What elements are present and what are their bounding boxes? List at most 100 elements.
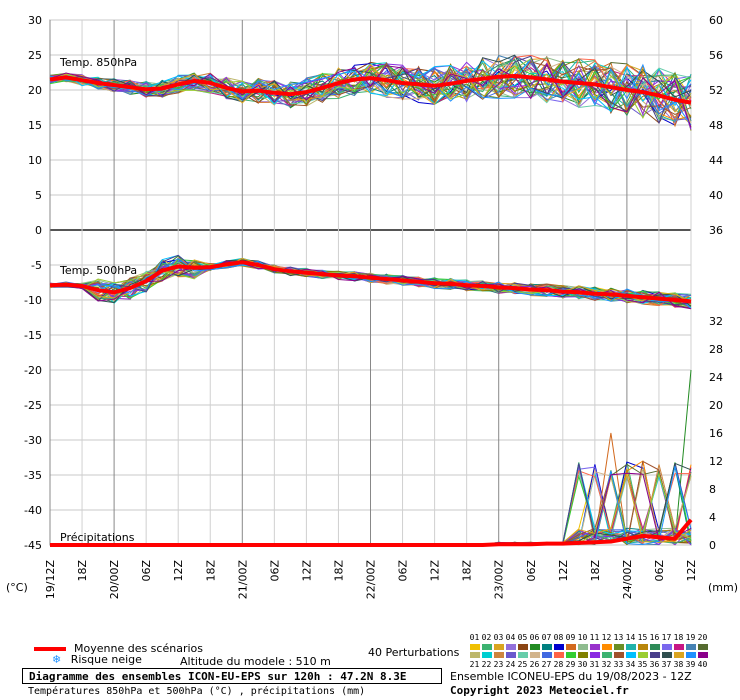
- perturbation-number: 36: [649, 660, 660, 669]
- right-tick-label: 0: [709, 539, 716, 552]
- left-tick-label: 15: [28, 119, 42, 132]
- left-tick-label: -25: [24, 399, 42, 412]
- x-tick-label: 19/12Z: [44, 560, 57, 600]
- x-tick-label: 22/00Z: [365, 560, 378, 600]
- perturbation-swatch: [614, 644, 624, 650]
- right-tick-label: 4: [709, 511, 716, 524]
- x-tick-label: 18Z: [589, 560, 602, 582]
- perturbation-swatch: [626, 644, 636, 650]
- x-tick-label: 18Z: [76, 560, 89, 582]
- right-tick-label: 48: [709, 119, 723, 132]
- t850-mean-line: [49, 74, 692, 105]
- right-tick-label: 32: [709, 315, 723, 328]
- perturbation-swatch: [698, 652, 708, 658]
- left-tick-label: -5: [31, 259, 42, 272]
- left-tick-label: 5: [35, 189, 42, 202]
- left-tick-label: 30: [28, 14, 42, 27]
- right-tick-label: 20: [709, 399, 723, 412]
- perturbation-swatch: [686, 652, 696, 658]
- mean-swatch: [34, 647, 66, 651]
- perturbation-swatch: [542, 652, 552, 658]
- left-tick-label: -35: [24, 469, 42, 482]
- right-unit-label: (mm): [708, 581, 738, 594]
- perturbation-number: 01: [469, 633, 480, 642]
- run-label: Ensemble ICONEU-EPS du 19/08/2023 - 12Z: [450, 670, 692, 683]
- perturbation-swatch: [590, 652, 600, 658]
- x-tick-label: 12Z: [557, 560, 570, 582]
- perturbation-number: 39: [685, 660, 696, 669]
- perturbation-swatch: [578, 644, 588, 650]
- left-tick-label: -10: [24, 294, 42, 307]
- perturbation-swatch: [638, 644, 648, 650]
- x-tick-label: 24/00Z: [621, 560, 634, 600]
- perturbation-swatch: [530, 652, 540, 658]
- perturbation-swatch: [590, 644, 600, 650]
- right-tick-label: 44: [709, 154, 723, 167]
- perturbation-swatch: [674, 644, 684, 650]
- perturbation-swatch: [602, 644, 612, 650]
- perturbation-swatch: [494, 644, 504, 650]
- perturbation-swatch: [518, 644, 528, 650]
- perturbation-swatch: [542, 644, 552, 650]
- perturbation-swatch: [554, 644, 564, 650]
- t850-perturbation-line: [49, 57, 692, 113]
- perturbation-swatch: [482, 644, 492, 650]
- perturbation-number: 25: [517, 660, 528, 669]
- perturbation-swatch: [470, 644, 480, 650]
- perturbation-swatch: [518, 652, 528, 658]
- t850-perturbation-line: [49, 54, 692, 103]
- right-tick-label: 52: [709, 84, 723, 97]
- perturbation-number: 31: [589, 660, 600, 669]
- perturbation-number: 11: [589, 633, 600, 642]
- left-tick-label: -30: [24, 434, 42, 447]
- legend-snow-label: Risque neige: [70, 653, 142, 666]
- perturbation-number: 32: [601, 660, 612, 669]
- right-tick-label: 36: [709, 224, 723, 237]
- perturbation-swatch: [674, 652, 684, 658]
- t500-mean-line: [49, 260, 692, 304]
- copyright-label: Copyright 2023 Meteociel.fr: [450, 684, 629, 697]
- x-tick-label: 06Z: [397, 560, 410, 582]
- right-tick-label: 12: [709, 455, 723, 468]
- left-tick-label: 20: [28, 84, 42, 97]
- perturbation-swatch: [614, 652, 624, 658]
- t500-perturbation-line: [49, 260, 692, 310]
- perturbation-number: 13: [613, 633, 624, 642]
- perturbation-number: 38: [673, 660, 684, 669]
- perturbation-swatch: [482, 652, 492, 658]
- perturbation-swatch: [530, 644, 540, 650]
- perturbation-number: 18: [673, 633, 684, 642]
- right-tick-label: 40: [709, 189, 723, 202]
- right-tick-label: 8: [709, 483, 716, 496]
- perturbation-swatch: [638, 652, 648, 658]
- x-tick-label: 12Z: [429, 560, 442, 582]
- perturbation-swatch: [470, 652, 480, 658]
- perturbation-swatch: [506, 644, 516, 650]
- perturbation-number: 08: [553, 633, 564, 642]
- perturbation-number: 09: [565, 633, 576, 642]
- x-tick-label: 18Z: [461, 560, 474, 582]
- perturbation-swatch: [662, 644, 672, 650]
- perturbation-number: 26: [529, 660, 540, 669]
- perturbation-number: 14: [625, 633, 636, 642]
- perturbation-swatch: [698, 644, 708, 650]
- left-tick-label: -15: [24, 329, 42, 342]
- left-tick-label: 10: [28, 154, 42, 167]
- perturbation-number: 37: [661, 660, 672, 669]
- x-tick-label: 18Z: [332, 560, 345, 582]
- x-tick-label: 18Z: [204, 560, 217, 582]
- right-tick-label: 60: [709, 14, 723, 27]
- chart-title: Diagramme des ensembles ICON-EU-EPS sur …: [22, 668, 442, 684]
- perturbation-number: 04: [505, 633, 516, 642]
- perturbation-number: 30: [577, 660, 588, 669]
- x-tick-label: 21/00Z: [236, 560, 249, 600]
- perturbation-number: 28: [553, 660, 564, 669]
- perturbation-swatch: [506, 652, 516, 658]
- perturbation-number: 27: [541, 660, 552, 669]
- perturbation-number: 35: [637, 660, 648, 669]
- precip-mean-line: [50, 518, 693, 547]
- perturbation-swatch: [602, 652, 612, 658]
- perturbation-number: 20: [697, 633, 708, 642]
